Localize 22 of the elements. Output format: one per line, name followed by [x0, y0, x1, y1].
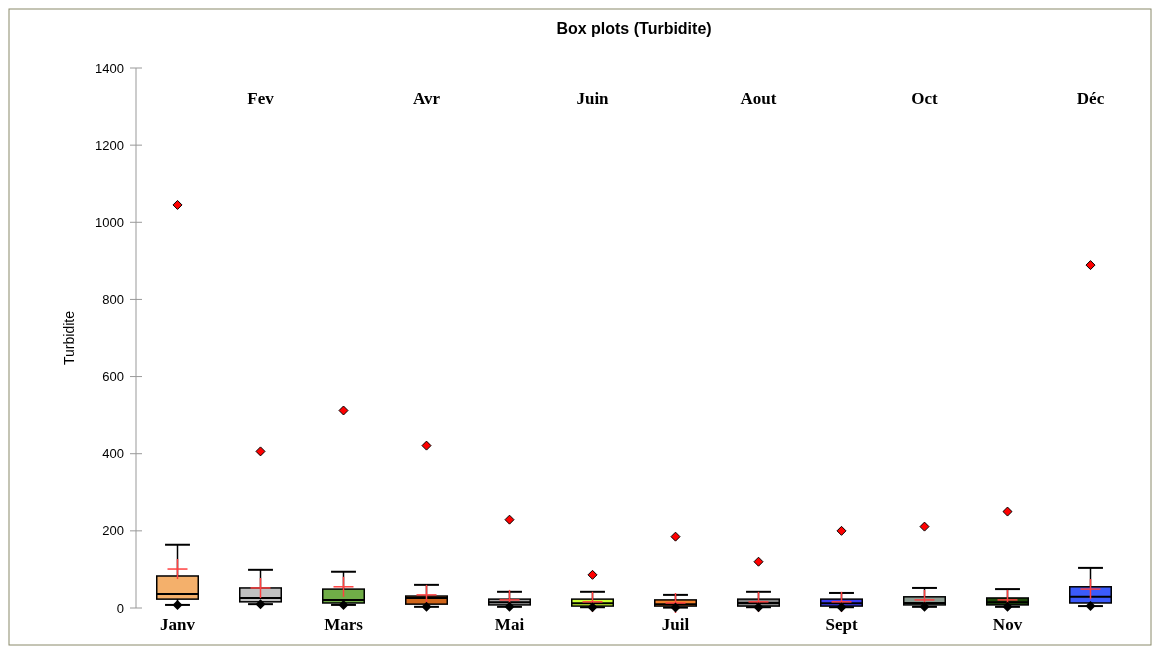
x-tick-label: Juin	[576, 89, 610, 108]
x-tick-label: Déc	[1076, 89, 1105, 108]
x-tick-label: Aout	[740, 89, 777, 108]
y-tick-label: 600	[102, 369, 124, 385]
y-tick-label: 1200	[95, 137, 124, 153]
y-tick-label: 1400	[95, 60, 124, 76]
y-tick-label: 0	[116, 600, 124, 616]
y-tick-label: 200	[102, 523, 124, 539]
x-tick-label: Nov	[992, 615, 1023, 634]
x-tick-label: Janv	[160, 615, 196, 634]
chart-title: Box plots (Turbidite)	[556, 20, 712, 37]
x-tick-label: Avr	[412, 89, 441, 108]
y-tick-label: 400	[102, 446, 124, 462]
y-tick-label: 1000	[95, 214, 124, 230]
x-tick-label: Oct	[911, 89, 939, 108]
y-tick-label: 800	[102, 291, 124, 307]
x-tick-label: Mai	[494, 615, 525, 634]
x-tick-label: Fev	[247, 89, 275, 108]
x-tick-label: Sept	[825, 615, 858, 634]
x-tick-label: Mars	[324, 615, 364, 634]
y-axis-title: Turbidite	[61, 310, 77, 365]
x-tick-label: Juil	[661, 615, 690, 634]
